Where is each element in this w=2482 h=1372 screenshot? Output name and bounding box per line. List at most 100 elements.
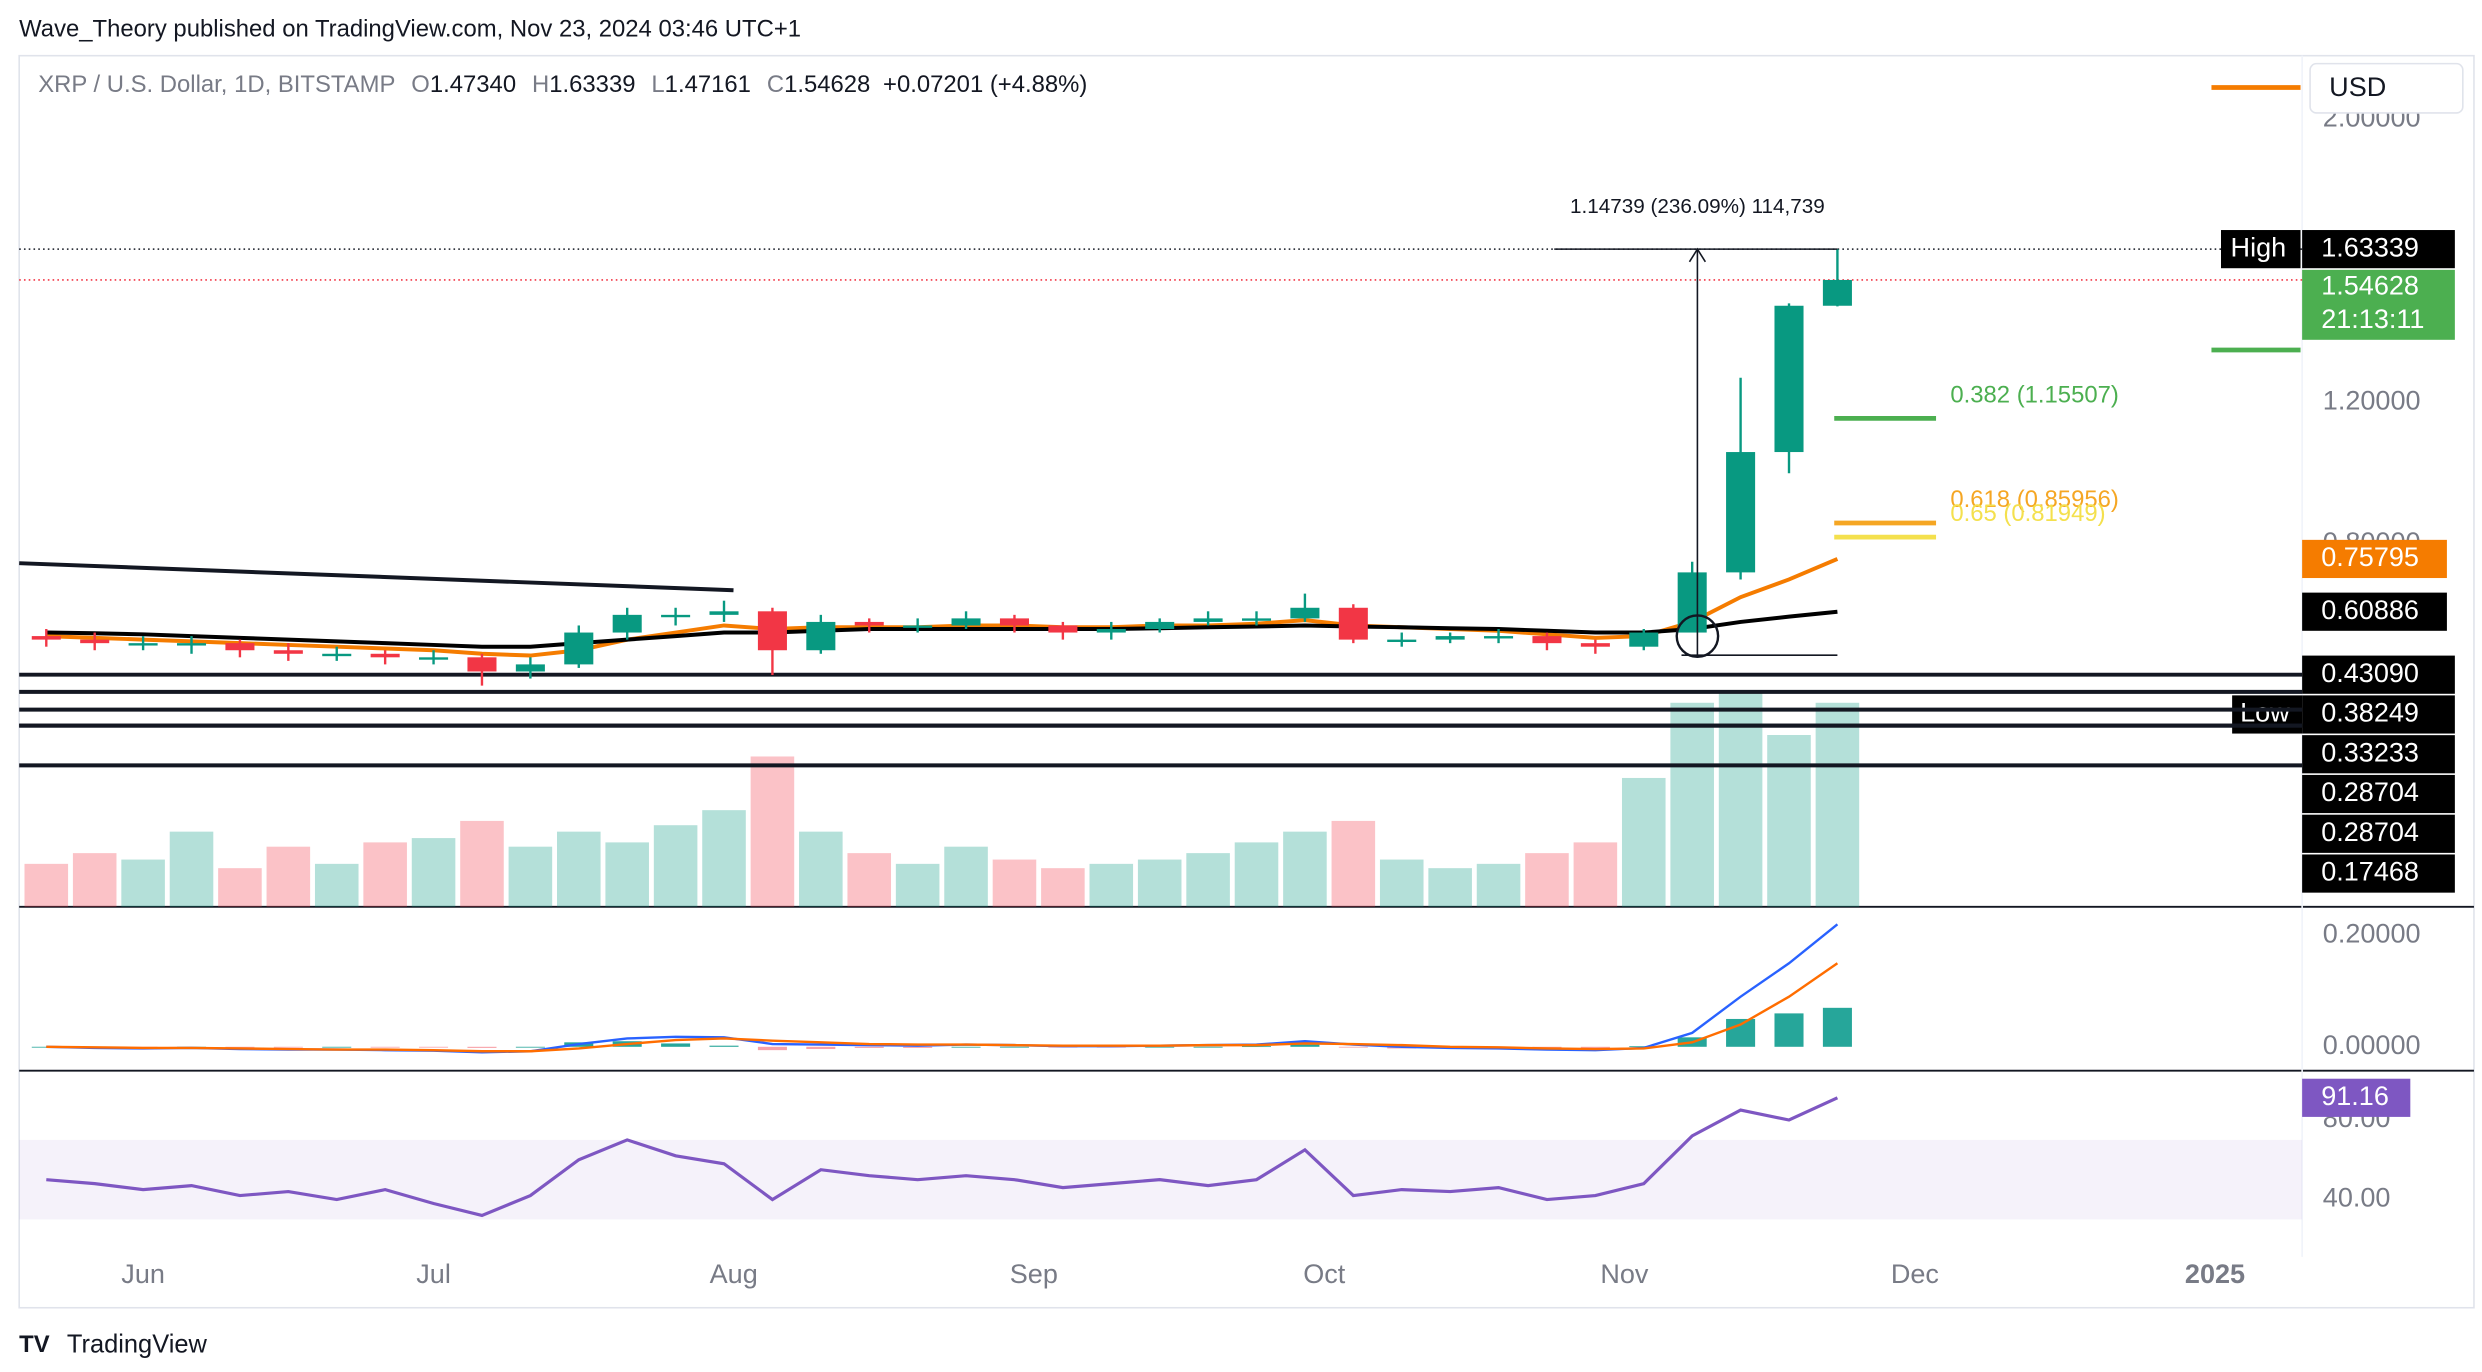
macd-histogram bbox=[951, 1046, 981, 1048]
level-tag: Low bbox=[2240, 698, 2290, 728]
y-tick-label: 0.20000 bbox=[2323, 919, 2421, 949]
volume-bar bbox=[24, 863, 69, 907]
currency[interactable]: USD bbox=[2329, 72, 2386, 102]
rsi-label-box bbox=[2302, 1078, 2411, 1117]
volume-bar bbox=[895, 863, 940, 907]
volume-bar bbox=[363, 842, 407, 907]
level-label: 0.17468 bbox=[2321, 857, 2419, 887]
x-tick-label: Nov bbox=[1600, 1259, 1649, 1289]
candle-body bbox=[225, 643, 255, 651]
footer-logo: TV TradingView bbox=[19, 1331, 207, 1359]
level-label: 0.38249 bbox=[2321, 698, 2419, 728]
macd-histogram bbox=[1580, 1046, 1610, 1048]
candle-body bbox=[612, 614, 642, 633]
legend-key: H bbox=[532, 71, 549, 98]
macd-histogram bbox=[806, 1046, 836, 1050]
rsi-line bbox=[46, 1096, 1839, 1218]
candle-body bbox=[1387, 639, 1417, 643]
high-tag: High bbox=[2231, 232, 2287, 262]
fib-label: 0.618 (0.85956) bbox=[1950, 486, 2118, 513]
level-label-box bbox=[2302, 774, 2455, 814]
volume-bar bbox=[1476, 863, 1521, 907]
candle-body bbox=[903, 625, 933, 628]
macd-histogram bbox=[1290, 1044, 1320, 1047]
x-tick-label: Sep bbox=[1010, 1259, 1058, 1289]
volume-bar bbox=[1815, 702, 1860, 907]
volume-bar bbox=[847, 853, 892, 907]
legend-key: L bbox=[651, 71, 664, 98]
candle-body bbox=[1774, 305, 1804, 453]
countdown: 21:13:11 bbox=[2321, 304, 2424, 334]
moving-average bbox=[46, 609, 1838, 649]
volume-bar bbox=[1379, 859, 1424, 907]
volume-bar bbox=[1186, 853, 1230, 907]
candle-body bbox=[419, 657, 449, 660]
macd-histogram bbox=[467, 1046, 497, 1048]
footer: TradingView bbox=[67, 1331, 208, 1359]
macd-histogram bbox=[1726, 1018, 1756, 1047]
volume-bar bbox=[121, 859, 165, 907]
macd-histogram bbox=[999, 1046, 1029, 1048]
legend-key: O bbox=[411, 71, 430, 98]
volume-bar bbox=[1767, 735, 1811, 907]
volume-bar bbox=[314, 863, 359, 907]
candle-body bbox=[370, 653, 400, 658]
ma-label: 0.75795 bbox=[2321, 542, 2419, 572]
measure-label: 1.14739 (236.09%) 114,739 bbox=[1570, 195, 1825, 218]
volume-bar bbox=[1283, 831, 1327, 907]
volume-bar bbox=[799, 831, 843, 907]
ma-label-box bbox=[2302, 592, 2447, 631]
level-label: 0.33233 bbox=[2321, 737, 2419, 767]
candle-body bbox=[273, 650, 303, 654]
macd-line bbox=[46, 962, 1839, 1053]
x-tick-label: Dec bbox=[1891, 1259, 1939, 1289]
fib-label: 0.65 (0.81949) bbox=[1950, 500, 2105, 527]
candle-body bbox=[854, 621, 884, 626]
legend-change: +0.07201 (+4.88%) bbox=[883, 71, 1087, 98]
candle-body bbox=[1290, 607, 1320, 619]
volume-bar bbox=[1089, 863, 1134, 907]
candle-body bbox=[564, 632, 594, 665]
legend-value: 1.47340 bbox=[430, 71, 516, 98]
candle-body bbox=[1726, 452, 1756, 573]
fib-label: 0.382 (1.15507) bbox=[1950, 381, 2118, 408]
candle-body bbox=[1580, 643, 1610, 647]
level-label: 0.28704 bbox=[2321, 817, 2419, 847]
last-label-box bbox=[2302, 269, 2455, 340]
candle-body bbox=[1629, 632, 1659, 647]
ma-label-box bbox=[2302, 539, 2447, 579]
legend: XRP / U.S. Dollar, 1D, BITSTAMP O1.47340 H… bbox=[38, 71, 1087, 98]
volume-bar bbox=[1428, 868, 1472, 907]
volume-bar bbox=[411, 838, 456, 907]
currency-button[interactable] bbox=[2309, 62, 2464, 114]
macd-histogram bbox=[1774, 1013, 1804, 1047]
volume-bar bbox=[169, 831, 214, 907]
candle-body bbox=[661, 614, 691, 618]
level-label-box bbox=[2302, 655, 2455, 694]
volume-bar bbox=[1331, 820, 1376, 907]
logo-mark: TV bbox=[19, 1331, 50, 1358]
legend-value: 1.47161 bbox=[665, 71, 751, 98]
candle-body bbox=[80, 639, 110, 644]
macd-histogram bbox=[225, 1046, 255, 1048]
ma-label: 0.60886 bbox=[2321, 595, 2419, 625]
candle-body bbox=[322, 653, 352, 657]
measure-circle bbox=[1675, 614, 1720, 658]
level-label-box bbox=[2302, 854, 2455, 893]
macd-histogram bbox=[322, 1046, 352, 1048]
candle-body bbox=[1532, 636, 1562, 644]
candle-body bbox=[999, 618, 1029, 626]
volume-bar bbox=[653, 825, 698, 907]
volume-bar bbox=[1621, 777, 1666, 907]
macd-histogram bbox=[854, 1046, 884, 1048]
volume-bar bbox=[992, 859, 1037, 907]
candle-body bbox=[1484, 636, 1514, 639]
candle-body bbox=[128, 643, 158, 646]
candle-body bbox=[1338, 607, 1368, 640]
y-tick-label: 40.00 bbox=[2323, 1183, 2391, 1213]
candle-body bbox=[1435, 636, 1465, 640]
volume-bar bbox=[1573, 842, 1618, 907]
